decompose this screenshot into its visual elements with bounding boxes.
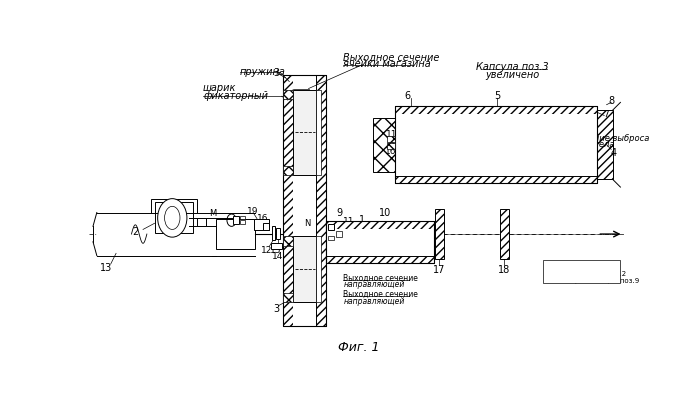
Bar [283, 166, 293, 175]
Text: 4: 4 [610, 148, 617, 158]
Text: N: N [304, 218, 310, 228]
Bar [435, 209, 444, 260]
Text: рабочего тела: рабочего тела [551, 139, 614, 148]
Text: Выходное сечение: Выходное сечение [343, 52, 440, 62]
Bar [272, 227, 275, 241]
Text: Ось ЭРД: Ось ЭРД [546, 264, 576, 270]
Bar [326, 229, 434, 256]
Text: 10: 10 [380, 207, 391, 217]
Text: 14: 14 [272, 252, 283, 260]
Bar [240, 216, 245, 220]
Bar [500, 209, 509, 260]
Text: Фиг. 1: Фиг. 1 [338, 340, 380, 353]
Text: 11: 11 [343, 216, 354, 225]
Bar [387, 136, 395, 142]
Text: 18: 18 [498, 264, 510, 274]
Bar [316, 237, 321, 302]
Bar [328, 224, 334, 230]
Text: 3: 3 [273, 67, 280, 77]
Bar [151, 199, 197, 241]
Bar [395, 176, 598, 184]
Bar [543, 260, 621, 284]
Bar [293, 76, 316, 326]
Bar [598, 111, 613, 180]
Ellipse shape [164, 207, 180, 230]
Ellipse shape [158, 199, 187, 238]
Text: направляющей: направляющей [343, 280, 405, 289]
Bar [254, 219, 269, 230]
Bar [326, 222, 434, 264]
Text: 7: 7 [604, 110, 610, 119]
Text: 11: 11 [386, 130, 398, 139]
Bar [328, 236, 334, 241]
Bar [154, 203, 193, 234]
Bar [283, 293, 293, 302]
Text: Выходное сечение: Выходное сечение [343, 273, 418, 282]
Bar [97, 213, 216, 256]
Text: Капсула поз.3: Капсула поз.3 [476, 62, 549, 72]
Bar [233, 217, 239, 224]
Text: шарик: шарик [203, 83, 236, 93]
Bar [326, 222, 434, 229]
Bar [395, 107, 598, 184]
Bar [263, 223, 269, 230]
Text: увеличено: увеличено [486, 70, 540, 80]
Text: Выходное сечение: Выходное сечение [343, 289, 418, 298]
Text: Ось направляющей поз.9: Ось направляющей поз.9 [546, 277, 639, 283]
Bar [216, 219, 254, 250]
Bar [387, 144, 395, 150]
Bar [271, 244, 282, 250]
Text: Направление выброса: Направление выброса [551, 133, 649, 142]
Bar [283, 91, 293, 100]
Text: Ось толкателя поз.12: Ось толкателя поз.12 [546, 271, 626, 277]
Bar [197, 218, 206, 226]
Bar [336, 231, 342, 238]
Bar [316, 76, 326, 326]
Text: 16: 16 [385, 147, 397, 156]
Text: 15: 15 [270, 245, 281, 254]
Bar [276, 228, 280, 239]
Text: Частицы пыли: Частицы пыли [454, 141, 538, 150]
Bar [283, 237, 293, 246]
Text: 5: 5 [494, 90, 500, 100]
Bar [395, 115, 598, 176]
Bar [293, 91, 316, 175]
Text: 1: 1 [359, 214, 365, 224]
Text: 3: 3 [273, 303, 280, 313]
Text: пружина: пружина [240, 67, 286, 77]
Text: 12: 12 [261, 245, 272, 254]
Text: 13: 13 [100, 262, 112, 273]
Bar [283, 76, 326, 326]
Text: 6: 6 [405, 90, 411, 100]
Text: ячейки магазина: ячейки магазина [343, 59, 431, 69]
Text: 8: 8 [608, 96, 614, 106]
Bar [316, 91, 321, 175]
Text: направляющей: направляющей [343, 296, 405, 305]
Bar [283, 76, 293, 326]
Bar [240, 221, 245, 224]
Text: 2: 2 [132, 226, 138, 237]
Bar [293, 237, 316, 302]
Text: 9: 9 [336, 207, 343, 217]
Bar [373, 119, 395, 172]
Text: фикаторный: фикаторный [203, 90, 268, 100]
Text: M: M [209, 209, 216, 217]
Bar [395, 107, 598, 115]
Text: 17: 17 [433, 264, 446, 274]
Text: 19: 19 [247, 207, 259, 216]
Text: 16: 16 [257, 213, 268, 222]
Bar [326, 256, 434, 264]
